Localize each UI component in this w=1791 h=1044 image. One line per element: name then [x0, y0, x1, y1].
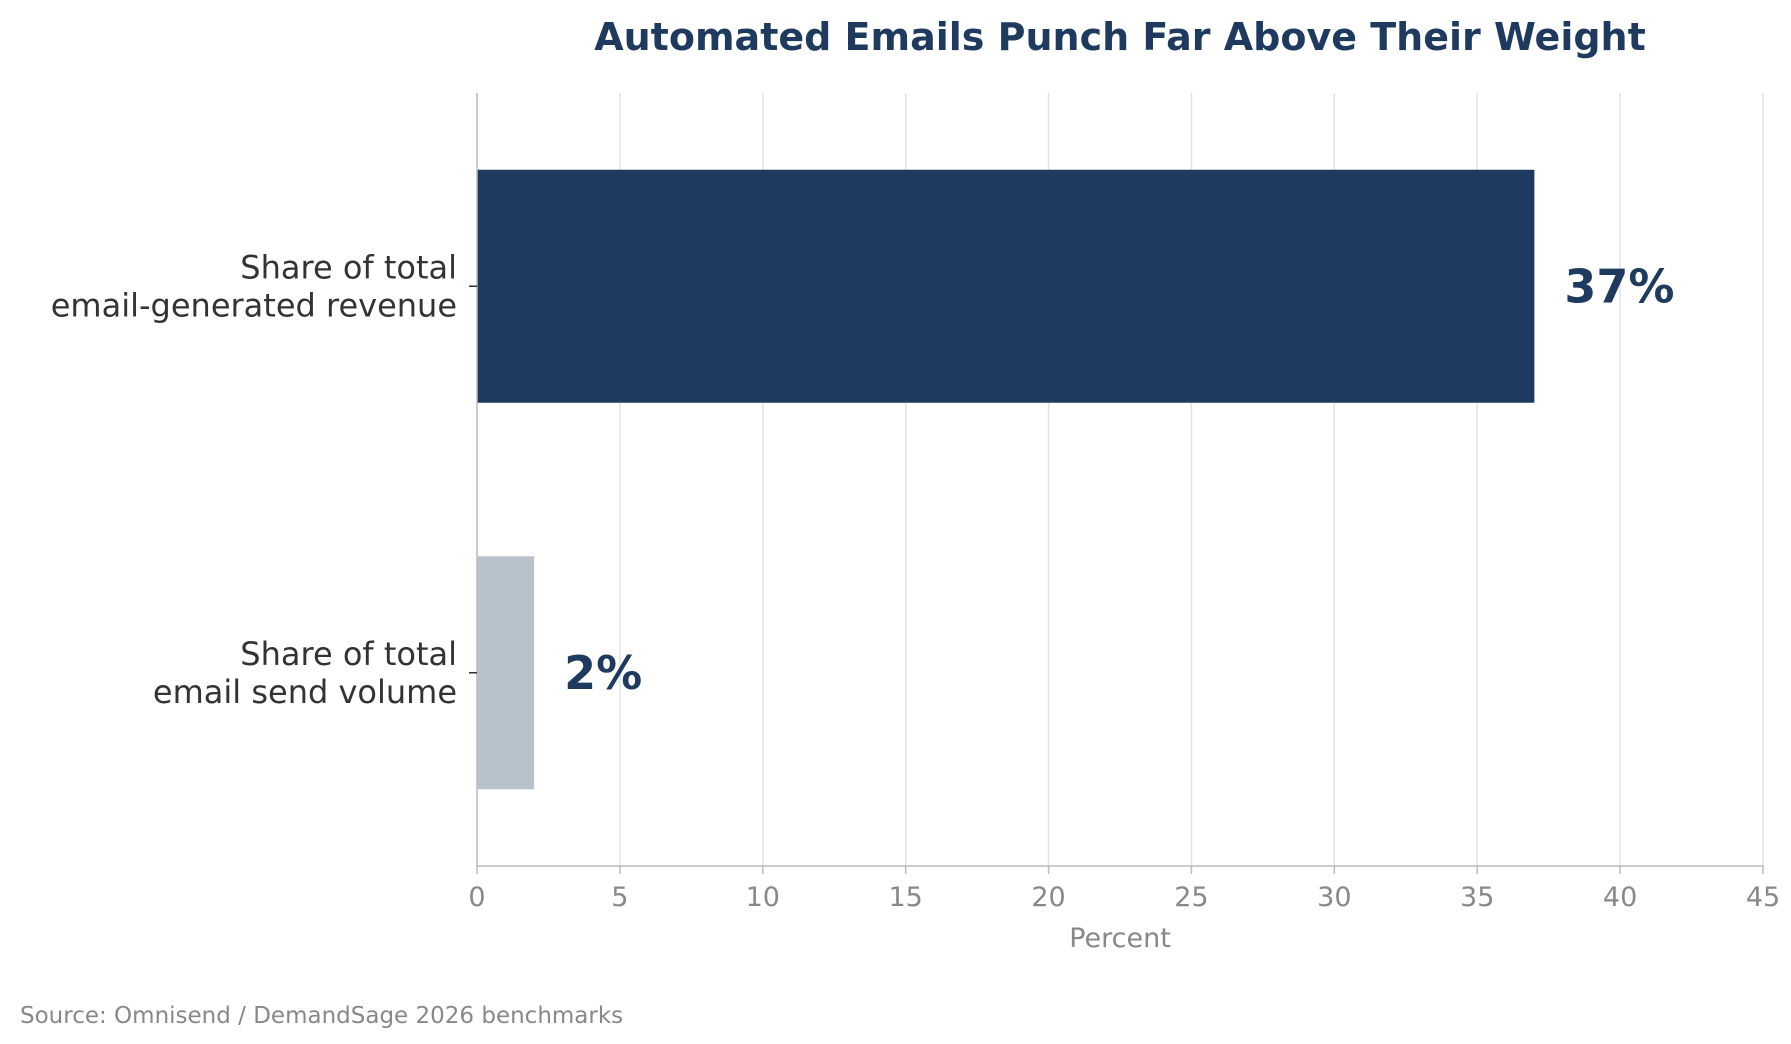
category-label: Share of total — [240, 635, 457, 673]
value-labels: 37% 2% — [564, 259, 1674, 700]
category-label: Share of total — [240, 248, 457, 286]
x-tick-label: 40 — [1603, 882, 1637, 913]
x-tick-label: 10 — [746, 882, 780, 913]
x-tick-label: 45 — [1746, 882, 1780, 913]
category-label: email send volume — [153, 673, 457, 711]
x-ticks: 0 5 10 15 20 25 30 35 40 45 — [468, 866, 1780, 913]
axes — [469, 93, 1763, 867]
data-label: 2% — [564, 646, 642, 700]
chart-title: Automated Emails Punch Far Above Their W… — [594, 15, 1646, 59]
x-tick-label: 0 — [468, 882, 485, 913]
x-tick-label: 25 — [1174, 882, 1208, 913]
x-axis-title: Percent — [1069, 923, 1171, 954]
bars — [477, 169, 1535, 790]
category-label: email-generated revenue — [51, 286, 457, 324]
x-tick-label: 30 — [1317, 882, 1351, 913]
x-tick-label: 20 — [1031, 882, 1065, 913]
x-tick-label: 15 — [888, 882, 922, 913]
bar — [477, 556, 535, 790]
source-note: Source: Omnisend / DemandSage 2026 bench… — [20, 1003, 623, 1029]
data-label: 37% — [1564, 259, 1674, 313]
x-tick-label: 35 — [1460, 882, 1494, 913]
x-tick-label: 5 — [611, 882, 628, 913]
bar — [477, 169, 1535, 403]
